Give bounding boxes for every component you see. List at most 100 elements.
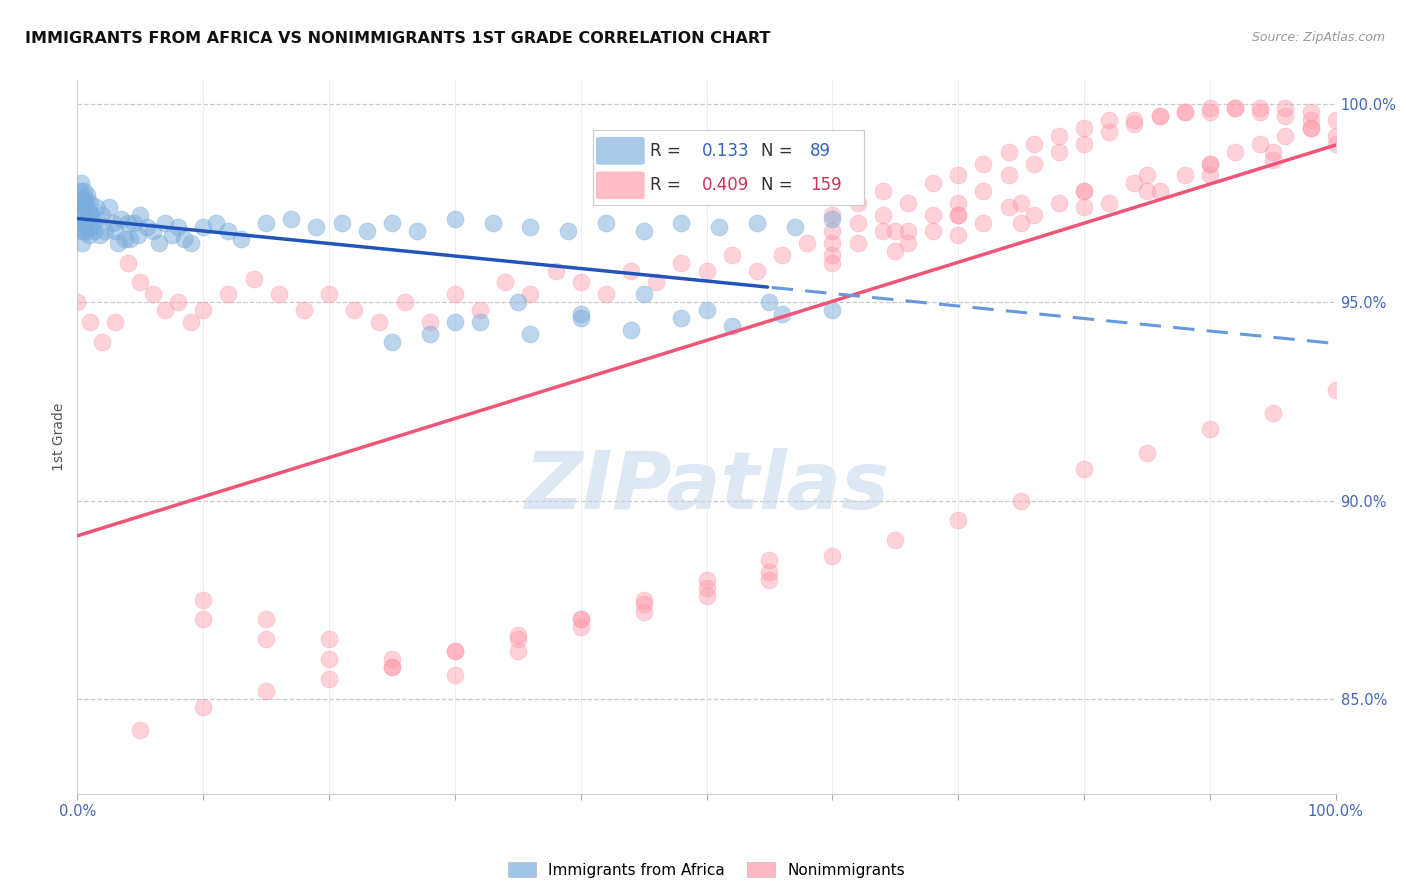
Point (745, 216, 768, 230)
Point (696, 581, 718, 595)
Point (595, 216, 617, 230)
Point (1073, 184, 1095, 198)
Point (1047, 145, 1070, 159)
Point (75, 196, 97, 211)
Point (191, 592, 215, 607)
Point (569, 612, 592, 626)
Point (167, 295, 190, 310)
Point (1249, 136, 1271, 151)
Point (1047, 196, 1070, 211)
Point (1073, 120, 1095, 135)
Point (557, 224, 579, 238)
Point (381, 334, 404, 349)
Point (796, 235, 818, 250)
Point (91, 334, 114, 349)
Point (79, 315, 101, 329)
Text: R =: R = (650, 176, 686, 194)
Point (129, 276, 152, 290)
Point (1199, 101, 1222, 115)
Point (180, 315, 202, 329)
Point (948, 208, 970, 222)
Point (381, 660, 404, 674)
Point (155, 216, 177, 230)
Point (191, 219, 215, 234)
Text: R =: R = (650, 142, 686, 160)
Point (872, 184, 894, 198)
Point (1136, 446, 1159, 460)
Point (217, 224, 239, 238)
Point (84, 200, 107, 214)
Point (1022, 208, 1045, 222)
Point (758, 553, 780, 567)
Point (381, 652, 404, 666)
Point (671, 216, 693, 230)
Point (127, 227, 149, 242)
Point (519, 326, 541, 341)
Point (569, 311, 592, 326)
Point (368, 315, 391, 329)
Point (122, 216, 145, 230)
Point (76, 188, 98, 202)
Text: N =: N = (761, 176, 797, 194)
Point (758, 565, 780, 579)
Point (696, 573, 718, 587)
Point (305, 219, 328, 234)
Point (148, 235, 170, 250)
Point (444, 668, 467, 682)
Point (72, 235, 94, 250)
Point (217, 287, 239, 301)
Point (1098, 125, 1121, 139)
Text: IMMIGRANTS FROM AFRICA VS NONIMMIGRANTS 1ST GRADE CORRELATION CHART: IMMIGRANTS FROM AFRICA VS NONIMMIGRANTS … (25, 31, 770, 46)
Point (70, 224, 93, 238)
Point (117, 216, 139, 230)
Point (1299, 120, 1322, 135)
Point (1223, 101, 1246, 115)
Point (1022, 136, 1045, 151)
Point (1123, 117, 1146, 131)
Point (69, 204, 91, 219)
Point (72, 224, 94, 238)
Point (1174, 105, 1197, 120)
Point (1149, 109, 1171, 123)
Point (444, 315, 467, 329)
Point (66, 295, 89, 310)
Point (1324, 112, 1347, 127)
Point (696, 263, 718, 277)
Point (1299, 112, 1322, 127)
Point (633, 224, 655, 238)
Point (254, 612, 277, 626)
Point (343, 303, 366, 318)
Text: Source: ZipAtlas.com: Source: ZipAtlas.com (1251, 31, 1385, 45)
Point (821, 212, 844, 227)
Point (922, 208, 945, 222)
Point (104, 224, 127, 238)
Point (67, 196, 90, 211)
Point (254, 683, 277, 698)
Point (419, 326, 441, 341)
Point (821, 549, 844, 563)
Point (406, 224, 429, 238)
Point (1149, 184, 1171, 198)
Point (167, 219, 190, 234)
Point (1022, 156, 1045, 170)
Point (1073, 200, 1095, 214)
Point (89, 227, 111, 242)
Point (720, 319, 742, 334)
Point (872, 208, 894, 222)
Point (173, 232, 195, 246)
Point (758, 295, 780, 310)
Point (1073, 136, 1095, 151)
Text: 159: 159 (810, 176, 841, 194)
Point (884, 224, 907, 238)
Y-axis label: 1st Grade: 1st Grade (52, 403, 66, 471)
Point (569, 620, 592, 634)
Point (821, 255, 844, 269)
Point (544, 263, 567, 277)
Point (1299, 105, 1322, 120)
Point (107, 235, 129, 250)
Point (671, 311, 693, 326)
Point (381, 216, 404, 230)
Point (254, 216, 277, 230)
Point (770, 307, 793, 321)
Point (101, 216, 124, 230)
